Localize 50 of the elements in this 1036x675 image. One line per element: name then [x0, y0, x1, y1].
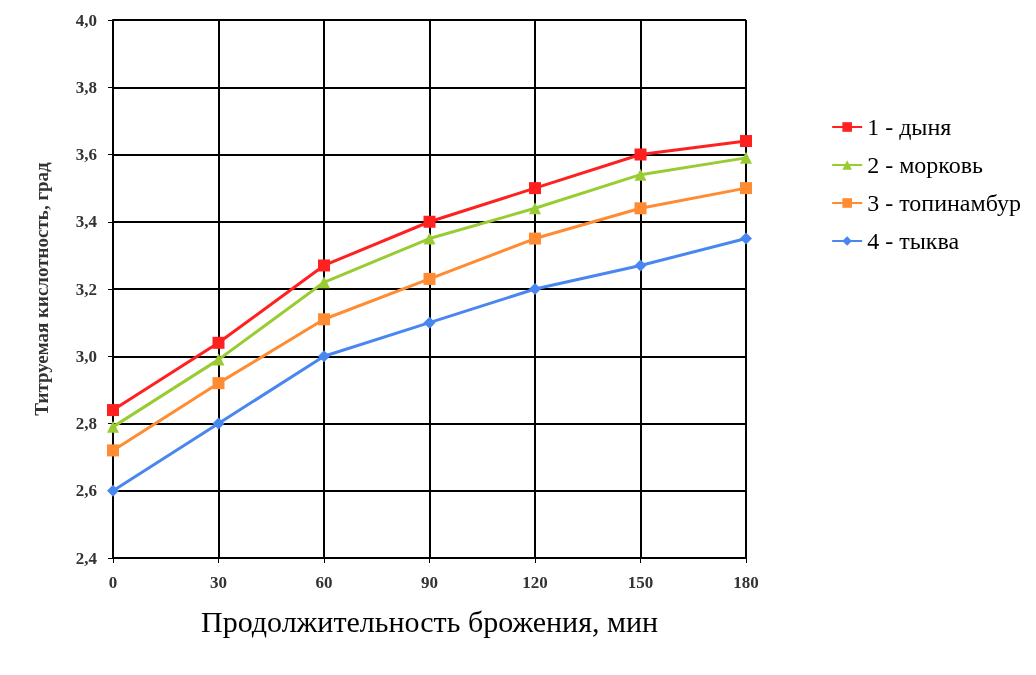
- point: [318, 350, 330, 363]
- point: [529, 283, 541, 295]
- point: [318, 313, 330, 326]
- y-tick-label: 2,8: [75, 414, 97, 433]
- y-tick-label: 3,0: [75, 346, 97, 366]
- y-axis-title: Титруемая кислотность, град: [31, 161, 52, 416]
- legend-label: 4 - тыква: [867, 228, 960, 254]
- point: [423, 232, 436, 245]
- x-tick-label: 30: [210, 573, 227, 592]
- point: [740, 151, 752, 164]
- point: [634, 168, 647, 181]
- x-tick-label: 150: [627, 573, 654, 592]
- point: [634, 202, 647, 215]
- x-tick-label: 60: [315, 573, 333, 592]
- point: [634, 259, 647, 272]
- point: [740, 232, 752, 245]
- point: [212, 353, 225, 366]
- y-tick-label: 4,0: [75, 10, 97, 30]
- point: [318, 276, 330, 289]
- y-tick-label: 2,6: [75, 481, 97, 501]
- point: [529, 202, 541, 215]
- x-tick-label: 90: [421, 573, 438, 592]
- x-tick-label: 120: [522, 573, 548, 592]
- legend-label: 2 - морковь: [867, 152, 984, 178]
- y-tick-label: 3,6: [75, 145, 97, 164]
- point: [740, 182, 752, 195]
- legend-label: 3 - топинамбур: [867, 190, 1022, 216]
- point: [212, 377, 225, 390]
- y-tick-label: 2,4: [75, 548, 98, 568]
- point: [107, 404, 119, 417]
- point: [212, 417, 225, 430]
- point: [740, 135, 752, 148]
- point: [318, 259, 330, 272]
- point: [529, 232, 541, 245]
- x-axis-title: Продолжительность брожения, мин: [200, 604, 659, 638]
- y-tick-label: 3,8: [75, 77, 97, 97]
- x-tick-label: 0: [108, 573, 118, 592]
- point: [107, 484, 119, 497]
- point: [423, 215, 436, 228]
- y-tick-label: 3,4: [75, 212, 98, 232]
- point: [634, 148, 647, 161]
- point: [107, 444, 119, 457]
- point: [529, 182, 541, 195]
- y-tick-label: 3,2: [75, 279, 97, 299]
- point: [423, 272, 436, 285]
- point: [212, 336, 225, 349]
- point: [107, 420, 119, 433]
- x-tick-label: 180: [733, 573, 759, 592]
- point: [423, 316, 436, 329]
- legend-label: 1 - дыня: [867, 114, 952, 140]
